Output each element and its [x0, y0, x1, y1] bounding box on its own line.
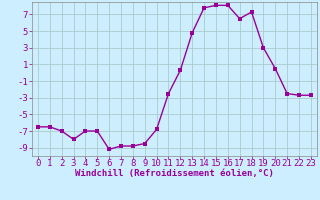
- X-axis label: Windchill (Refroidissement éolien,°C): Windchill (Refroidissement éolien,°C): [75, 169, 274, 178]
